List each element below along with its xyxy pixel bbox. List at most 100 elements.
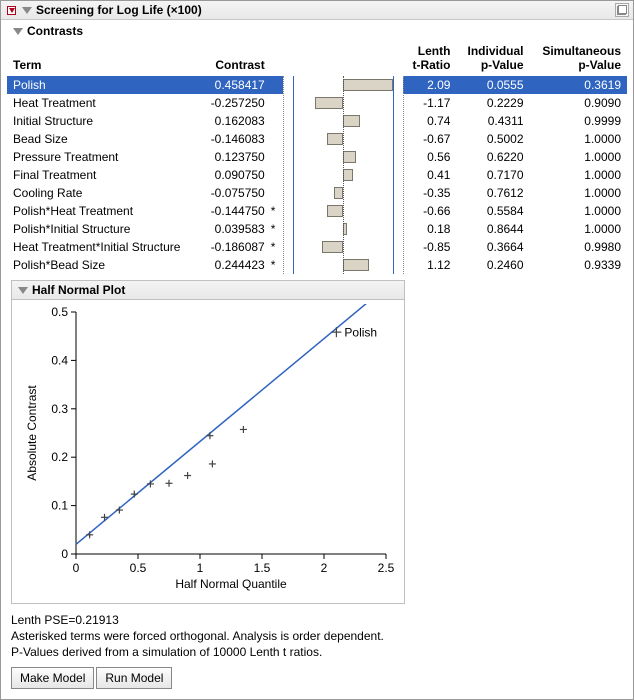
run-model-button[interactable]: Run Model <box>96 667 172 689</box>
cell-star <box>271 112 283 130</box>
cell-barchart <box>283 94 403 112</box>
cell-indiv-p: 0.6220 <box>456 148 529 166</box>
note1: Asterisked terms were forced orthogonal.… <box>11 628 625 644</box>
table-row[interactable]: Bead Size-0.146083-0.670.50021.0000 <box>7 130 627 148</box>
cell-term: Pressure Treatment <box>7 148 200 166</box>
cell-contrast: -0.257250 <box>200 94 271 112</box>
cell-barchart <box>283 238 403 256</box>
hotspot-icon[interactable] <box>7 6 16 15</box>
cell-star <box>271 76 283 94</box>
cell-contrast: 0.244423 <box>200 256 271 274</box>
cell-simul-p: 0.9999 <box>530 112 627 130</box>
table-row[interactable]: Heat Treatment*Initial Structure-0.18608… <box>7 238 627 256</box>
col-lenth: Lenth t-Ratio <box>403 42 457 76</box>
cell-star: * <box>271 256 283 274</box>
cell-contrast: 0.162083 <box>200 112 271 130</box>
disclosure-icon[interactable] <box>18 287 28 294</box>
cell-term: Polish*Bead Size <box>7 256 200 274</box>
screening-panel: Screening for Log Life (×100) Contrasts … <box>0 0 634 700</box>
cell-simul-p: 1.0000 <box>530 220 627 238</box>
cell-indiv-p: 0.8644 <box>456 220 529 238</box>
cell-term: Heat Treatment <box>7 94 200 112</box>
cell-lenth: -0.35 <box>403 184 457 202</box>
cell-term: Polish <box>7 76 200 94</box>
table-row[interactable]: Pressure Treatment0.1237500.560.62201.00… <box>7 148 627 166</box>
cell-simul-p: 1.0000 <box>530 184 627 202</box>
cell-simul-p: 1.0000 <box>530 148 627 166</box>
cell-lenth: -1.17 <box>403 94 457 112</box>
cell-barchart <box>283 148 403 166</box>
svg-text:0.4: 0.4 <box>51 353 68 367</box>
cell-barchart <box>283 76 403 94</box>
table-row[interactable]: Final Treatment0.0907500.410.71701.0000 <box>7 166 627 184</box>
cell-contrast: -0.146083 <box>200 130 271 148</box>
col-indiv: Individual p-Value <box>456 42 529 76</box>
svg-text:0.5: 0.5 <box>51 305 68 319</box>
cell-term: Bead Size <box>7 130 200 148</box>
cell-indiv-p: 0.7170 <box>456 166 529 184</box>
cell-star: * <box>271 220 283 238</box>
cell-contrast: 0.123750 <box>200 148 271 166</box>
cell-barchart <box>283 220 403 238</box>
cell-contrast: 0.039583 <box>200 220 271 238</box>
cell-barchart <box>283 112 403 130</box>
disclosure-icon[interactable] <box>22 7 32 14</box>
table-row[interactable]: Initial Structure0.1620830.740.43110.999… <box>7 112 627 130</box>
cell-contrast: -0.144750 <box>200 202 271 220</box>
cell-star: * <box>271 202 283 220</box>
cell-term: Initial Structure <box>7 112 200 130</box>
cell-lenth: -0.66 <box>403 202 457 220</box>
disclosure-icon[interactable] <box>13 28 23 35</box>
cell-lenth: -0.67 <box>403 130 457 148</box>
halfnormal-panel: Half Normal Plot 00.511.522.500.10.20.30… <box>11 280 405 604</box>
panel-header[interactable]: Screening for Log Life (×100) <box>1 1 633 20</box>
table-row[interactable]: Cooling Rate-0.075750 -0.350.76121.0000 <box>7 184 627 202</box>
contrasts-header[interactable]: Contrasts <box>9 22 631 40</box>
cell-indiv-p: 0.7612 <box>456 184 529 202</box>
svg-text:0.3: 0.3 <box>51 402 68 416</box>
popout-icon[interactable] <box>615 3 629 17</box>
cell-indiv-p: 0.5002 <box>456 130 529 148</box>
svg-text:Polish: Polish <box>344 325 377 339</box>
col-term: Term <box>7 42 200 76</box>
cell-term: Cooling Rate <box>7 184 200 202</box>
table-row[interactable]: Polish*Initial Structure0.039583*0.180.8… <box>7 220 627 238</box>
cell-simul-p: 1.0000 <box>530 202 627 220</box>
note2: P-Values derived from a simulation of 10… <box>11 644 625 660</box>
cell-simul-p: 0.3619 <box>530 76 627 94</box>
halfnormal-title: Half Normal Plot <box>32 283 125 297</box>
svg-text:2: 2 <box>321 561 328 575</box>
cell-star <box>271 94 283 112</box>
cell-simul-p: 1.0000 <box>530 166 627 184</box>
cell-indiv-p: 0.5584 <box>456 202 529 220</box>
svg-text:Absolute Contrast: Absolute Contrast <box>25 385 39 481</box>
cell-contrast: -0.186087 <box>200 238 271 256</box>
table-row[interactable]: Polish*Heat Treatment-0.144750* -0.660.55… <box>7 202 627 220</box>
cell-lenth: -0.85 <box>403 238 457 256</box>
cell-simul-p: 0.9339 <box>530 256 627 274</box>
halfnormal-header[interactable]: Half Normal Plot <box>12 281 404 300</box>
svg-text:Half Normal Quantile: Half Normal Quantile <box>175 577 287 591</box>
cell-contrast: -0.075750 <box>200 184 271 202</box>
panel-title: Screening for Log Life (×100) <box>36 3 202 17</box>
cell-star <box>271 166 283 184</box>
col-contrast: Contrast <box>200 42 271 76</box>
table-row[interactable]: Polish*Bead Size0.244423*1.120.24600.933… <box>7 256 627 274</box>
col-simul: Simultaneous p-Value <box>530 42 627 76</box>
cell-indiv-p: 0.0555 <box>456 76 529 94</box>
cell-indiv-p: 0.2460 <box>456 256 529 274</box>
make-model-button[interactable]: Make Model <box>11 667 94 689</box>
cell-simul-p: 0.9980 <box>530 238 627 256</box>
cell-lenth: 2.09 <box>403 76 457 94</box>
svg-text:1: 1 <box>197 561 204 575</box>
table-row[interactable]: Polish0.4584172.090.05550.3619 <box>7 76 627 94</box>
table-row[interactable]: Heat Treatment-0.257250-1.170.22290.9090 <box>7 94 627 112</box>
cell-term: Polish*Heat Treatment <box>7 202 200 220</box>
cell-barchart <box>283 202 403 220</box>
cell-indiv-p: 0.3664 <box>456 238 529 256</box>
cell-lenth: 0.74 <box>403 112 457 130</box>
halfnormal-plot: 00.511.522.500.10.20.30.40.5Half Normal … <box>12 300 404 603</box>
cell-star <box>271 184 283 202</box>
cell-term: Final Treatment <box>7 166 200 184</box>
cell-lenth: 0.41 <box>403 166 457 184</box>
